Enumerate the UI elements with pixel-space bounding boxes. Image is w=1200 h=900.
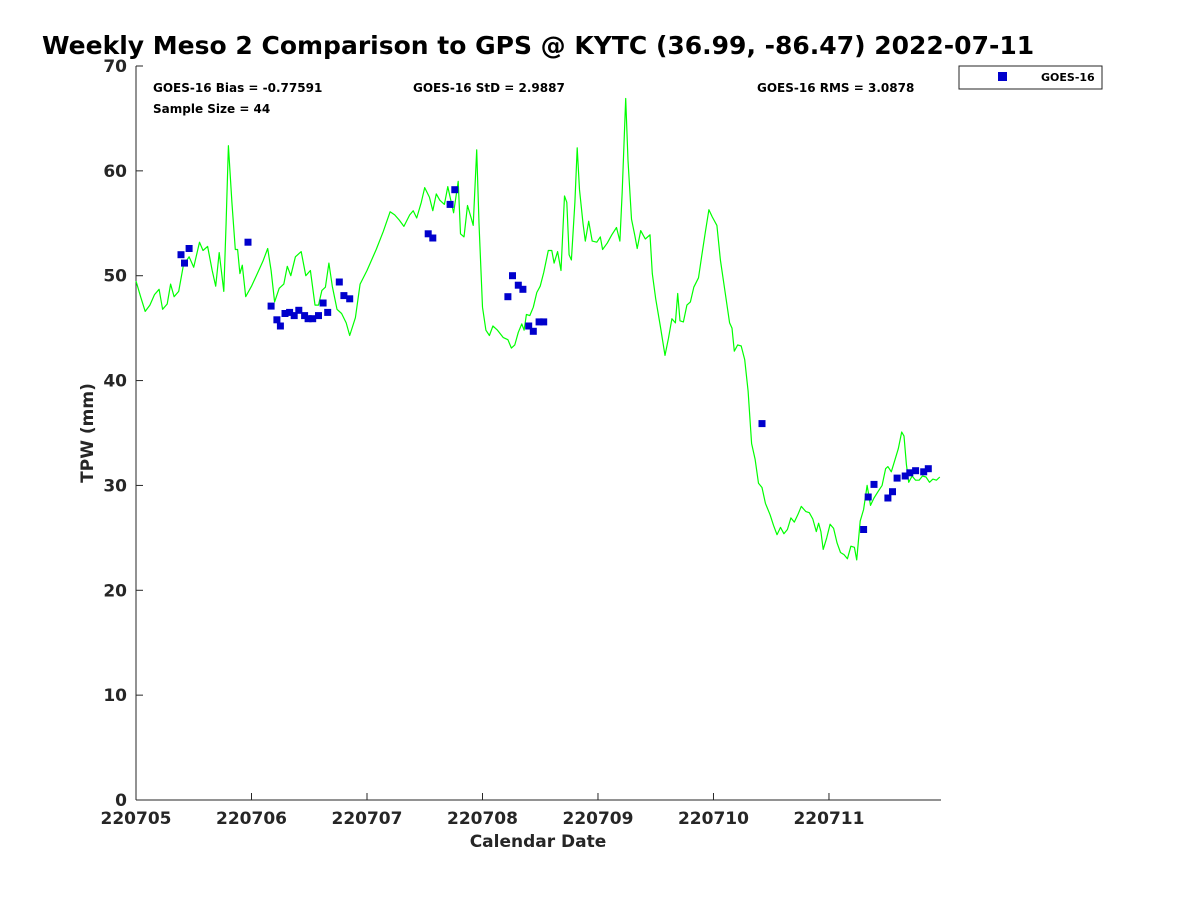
goes-16-point [335,278,343,286]
goes-16-point [864,493,872,501]
legend: GOES-16 [958,65,1103,90]
x-tick-label: 220706 [216,809,287,829]
goes-16-point [889,488,896,496]
goes-16-point [540,318,548,326]
y-tick-label: 30 [103,476,127,496]
goes-16-point [185,245,193,252]
goes-16-point [309,315,317,323]
y-axis-label: TPW (mm) [78,383,98,483]
goes-16-point [860,526,868,533]
x-tick-label: 220709 [562,809,633,829]
goes-16-point [893,474,901,482]
legend-box [958,65,1103,90]
goes-16-point [290,312,298,320]
goes-16-point [273,316,281,324]
goes-16-point [281,310,289,317]
goes-16-point [514,281,522,289]
x-tick-label: 220710 [678,809,749,829]
goes-16-point [276,322,284,330]
bias-stat: GOES-16 Bias = -0.77591 [153,81,322,95]
y-tick-label: 70 [103,57,127,77]
goes-16-point [509,272,516,280]
rms-stat: GOES-16 RMS = 3.0878 [757,81,914,95]
y-ticks: 0 10 20 30 40 50 60 70 [103,57,143,811]
goes-16-point [519,285,527,293]
goes-16-point [244,238,252,246]
goes-16-point [535,318,543,326]
series-layer [135,97,941,561]
y-tick-label: 0 [115,791,127,811]
goes-16-point [504,293,512,301]
x-tick-label: 220707 [331,809,402,829]
plot-area: 0 10 20 30 40 50 60 70 220705 220706 220707 220708… [101,57,941,829]
y-tick-label: 10 [103,686,127,706]
goes-16-point [912,467,920,475]
goes-16-point [295,306,303,314]
sample-size-stat: Sample Size = 44 [153,102,270,116]
goes-16-point [177,251,185,259]
goes-16-point [906,469,914,477]
goes-16-point [304,315,312,323]
goes-16-point [920,468,928,476]
goes-16-point [758,420,766,428]
goes-16-point [451,186,459,194]
legend-marker-goes-16 [998,72,1007,81]
goes-16-point [424,230,432,238]
x-ticks: 220705 220706 220707 220708 220709 220710 2207… [101,793,864,829]
goes-16-point [324,308,332,316]
y-tick-label: 20 [103,581,127,601]
goes-16-point [267,302,275,310]
goes-16-point [346,295,354,303]
y-tick-label: 50 [103,267,127,287]
goes-16-point [446,200,454,208]
x-tick-label: 220705 [101,809,172,829]
goes-16-point [286,308,294,316]
goes-16-point [315,312,322,320]
x-axis-label: Calendar Date [470,832,607,852]
goes-16-point [870,480,878,488]
goes-16-point [181,259,188,267]
goes-16-point [924,465,932,473]
y-tick-label: 60 [103,162,127,182]
goes-16-point [525,322,533,330]
x-tick-label: 220711 [793,809,864,829]
std-stat: GOES-16 StD = 2.9887 [413,81,565,95]
chart-title: Weekly Meso 2 Comparison to GPS @ KYTC (… [42,31,1034,60]
goes-16-point [340,292,348,300]
gps-series-line [135,97,941,561]
goes-16-point [901,472,909,480]
goes-16-point [319,299,327,307]
legend-label-goes-16: GOES-16 [1041,71,1095,84]
goes-16-point [429,234,437,242]
x-tick-label: 220708 [447,809,518,829]
goes-16-point [884,494,892,502]
y-tick-label: 40 [103,372,127,392]
goes-16-point [529,327,537,335]
